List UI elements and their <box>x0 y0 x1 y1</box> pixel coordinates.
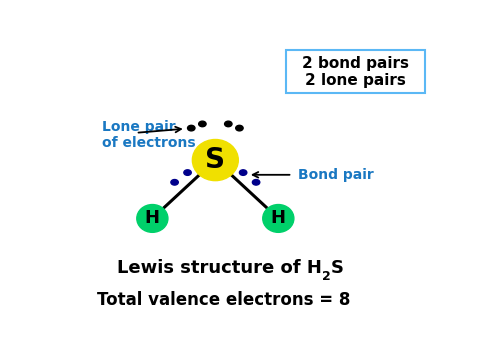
Text: S: S <box>331 258 344 277</box>
Text: H: H <box>271 209 286 227</box>
Circle shape <box>199 121 206 127</box>
Circle shape <box>236 125 243 131</box>
Circle shape <box>187 125 195 131</box>
Text: Lewis structure of H: Lewis structure of H <box>117 258 322 277</box>
Text: Lone pair
of electrons: Lone pair of electrons <box>102 120 196 150</box>
Circle shape <box>171 179 178 185</box>
Circle shape <box>252 179 260 185</box>
Text: Bond pair: Bond pair <box>298 168 374 182</box>
Circle shape <box>184 170 191 175</box>
Text: S: S <box>206 146 225 174</box>
Text: Total valence electrons = 8: Total valence electrons = 8 <box>97 291 350 309</box>
Ellipse shape <box>137 205 168 232</box>
Text: 2: 2 <box>322 270 331 283</box>
Text: H: H <box>145 209 160 227</box>
Circle shape <box>225 121 232 127</box>
Ellipse shape <box>192 139 239 180</box>
Ellipse shape <box>263 205 294 232</box>
Text: 2 bond pairs
2 lone pairs: 2 bond pairs 2 lone pairs <box>302 56 409 88</box>
Circle shape <box>239 170 247 175</box>
FancyBboxPatch shape <box>286 50 424 93</box>
